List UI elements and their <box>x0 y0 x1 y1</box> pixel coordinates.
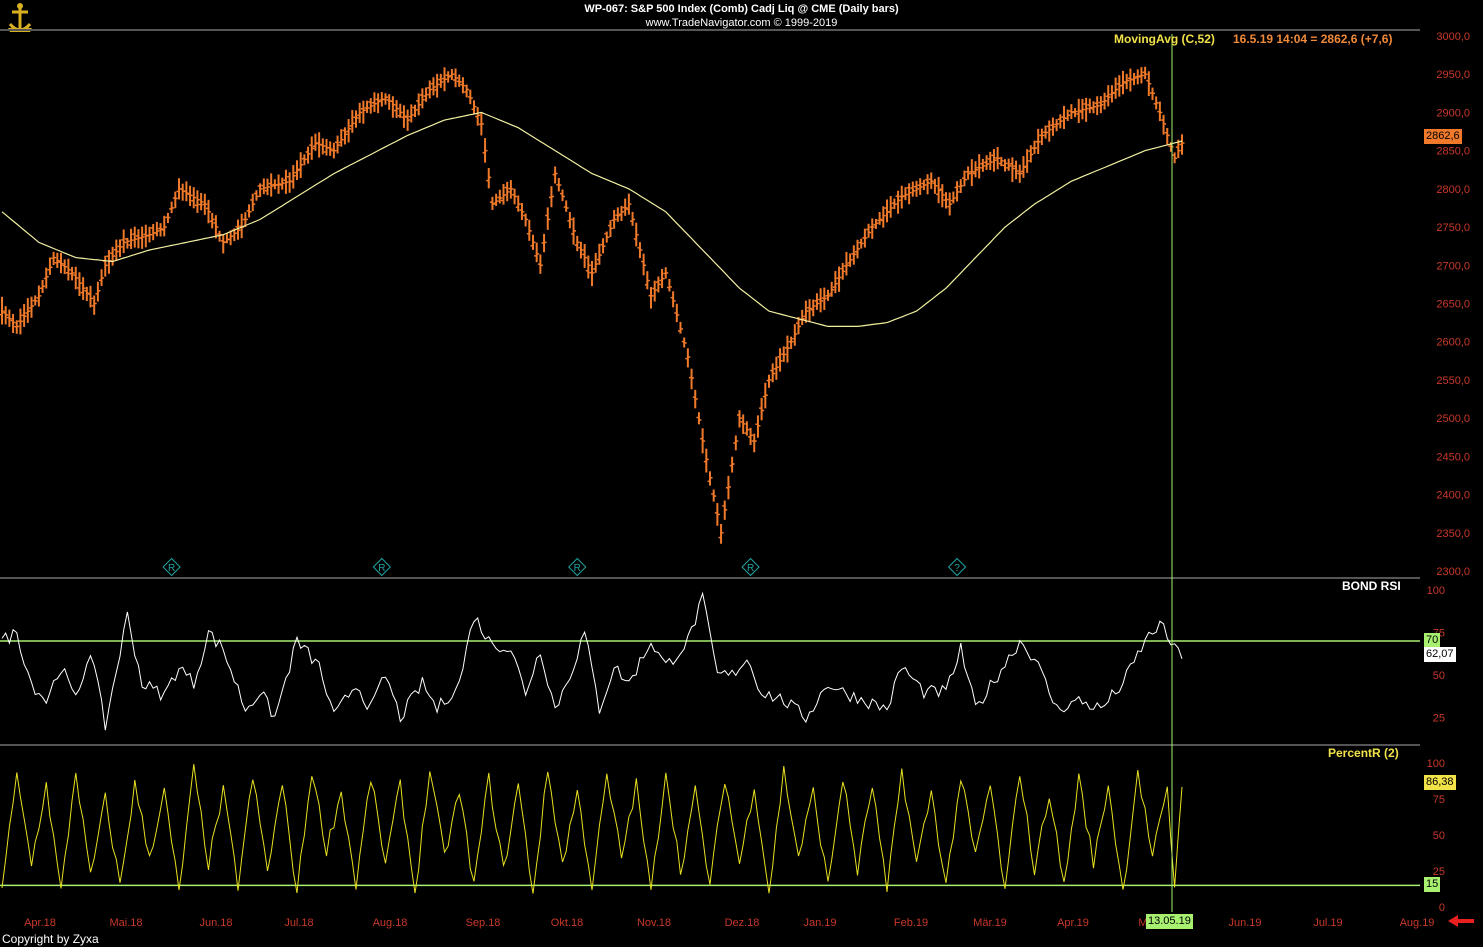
rsi-axis-tick: 50 <box>1433 670 1445 682</box>
percentr-level-tag: 15 <box>1424 877 1441 892</box>
rsi-line <box>1 591 1183 731</box>
x-axis-label: Mär.19 <box>973 917 1007 929</box>
price-axis-tick: 3000,0 <box>1436 31 1470 43</box>
signal-marker-label: R <box>168 563 175 574</box>
x-axis-label: Feb.19 <box>894 917 928 929</box>
x-axis-label: Apr.19 <box>1057 917 1089 929</box>
signal-marker-icon <box>568 557 587 577</box>
price-axis-tick: 2500,0 <box>1436 413 1470 425</box>
percentr-axis-tick: 25 <box>1433 866 1445 878</box>
last-price-tag: 2862,6 <box>1424 129 1462 144</box>
x-axis-label: Jul.18 <box>284 917 313 929</box>
percentr-axis-tick: 50 <box>1433 830 1445 842</box>
chart-title: WP-067: S&P 500 Index (Comb) Cadj Liq @ … <box>584 3 899 15</box>
rsi-axis-tick: 100 <box>1427 585 1445 597</box>
price-bars <box>0 66 1185 544</box>
x-axis-label: Aug.19 <box>1400 917 1435 929</box>
rsi-value-tag: 62,07 <box>1424 647 1456 662</box>
x-axis-label: Okt.18 <box>551 917 583 929</box>
x-axis-label: Jul.19 <box>1313 917 1342 929</box>
signal-marker-label: R <box>747 563 754 574</box>
percentr-legend-name: PercentR (2) <box>1328 746 1399 760</box>
price-axis-tick: 2700,0 <box>1436 260 1470 272</box>
price-axis-tick: 2650,0 <box>1436 299 1470 311</box>
signal-marker-icon <box>162 557 181 577</box>
x-axis-label: Sep.18 <box>466 917 501 929</box>
scroll-right-arrow-icon <box>1448 915 1474 927</box>
moving-avg-legend-value: 16.5.19 14:04 = 2862,6 (+7,6) <box>1233 32 1393 46</box>
price-axis-tick: 2850,0 <box>1436 146 1470 158</box>
price-axis-tick: 2300,0 <box>1436 566 1470 578</box>
x-axis-label: Dez.18 <box>725 917 760 929</box>
x-axis-label: M <box>1138 917 1147 929</box>
price-axis-tick: 2800,0 <box>1436 184 1470 196</box>
x-axis-label: Mai.18 <box>109 917 142 929</box>
percentr-value-tag: 86,38 <box>1424 775 1456 790</box>
cursor-date-tag: 13.05.19 <box>1146 914 1193 929</box>
signal-marker-label: R <box>378 563 385 574</box>
signal-marker-icon <box>741 557 760 577</box>
percentr-axis-tick: 100 <box>1427 758 1445 770</box>
rsi-level-tag: 70 <box>1424 633 1441 648</box>
chart-subtitle: www.TradeNavigator.com © 1999-2019 <box>645 17 838 29</box>
rsi-axis-tick: 25 <box>1433 713 1445 725</box>
price-axis-tick: 2450,0 <box>1436 451 1470 463</box>
price-axis-tick: 2750,0 <box>1436 222 1470 234</box>
price-axis-tick: 2350,0 <box>1436 528 1470 540</box>
x-axis-label: Nov.18 <box>637 917 671 929</box>
moving-avg-legend-name: MovingAvg (C,52) <box>1114 32 1215 46</box>
percentr-axis-tick: 75 <box>1433 794 1445 806</box>
x-axis-label: Apr.18 <box>24 917 56 929</box>
signal-marker-label: ? <box>954 563 960 574</box>
signal-marker-label: R <box>574 563 581 574</box>
signal-marker-icon <box>947 557 967 577</box>
copyright-text: Copyright by Zyxa <box>2 932 99 946</box>
x-axis-label: Jun.19 <box>1228 917 1261 929</box>
rsi-legend-name: BOND RSI <box>1342 579 1401 593</box>
x-axis-label: Jun.18 <box>199 917 232 929</box>
price-axis-tick: 2600,0 <box>1436 337 1470 349</box>
x-axis-label: Jan.19 <box>803 917 836 929</box>
signal-marker-icon <box>372 557 392 577</box>
percentr-axis-tick: 0 <box>1439 902 1445 914</box>
price-axis-tick: 2900,0 <box>1436 107 1470 119</box>
x-axis-label: Aug.18 <box>373 917 408 929</box>
percentr-line <box>1 764 1183 894</box>
price-axis-tick: 2400,0 <box>1436 490 1470 502</box>
price-axis-tick: 2550,0 <box>1436 375 1470 387</box>
moving-avg-line <box>1 111 1183 327</box>
price-axis-tick: 2950,0 <box>1436 69 1470 81</box>
